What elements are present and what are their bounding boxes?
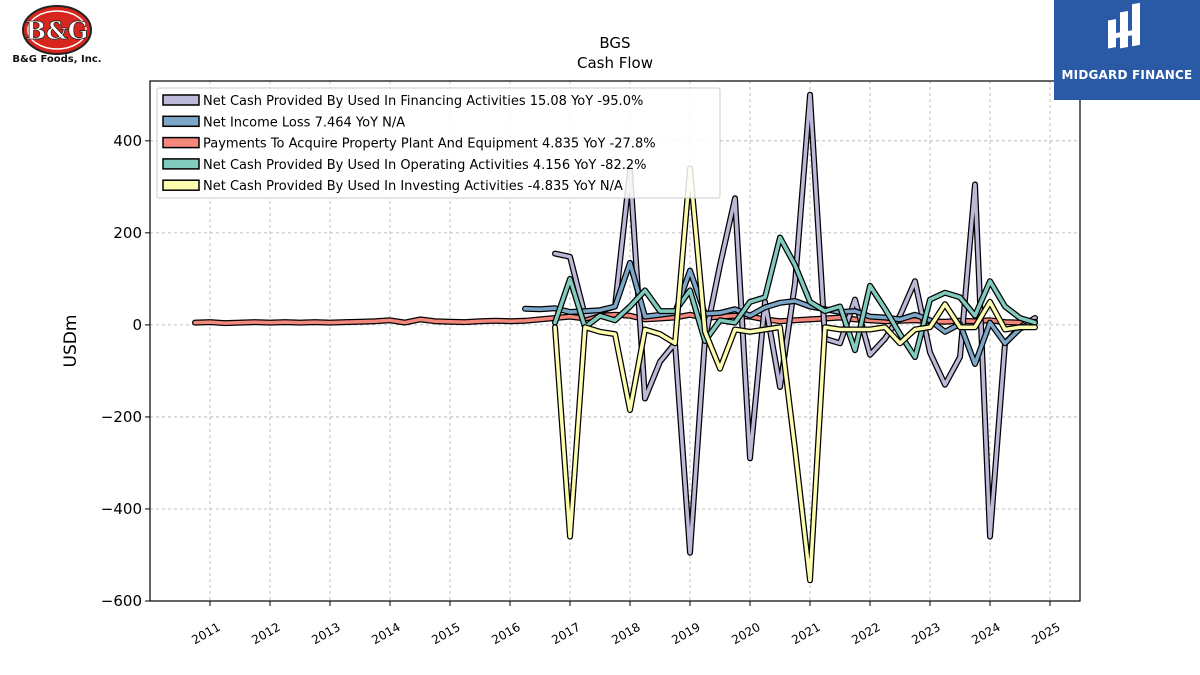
- chart-subtitle: Cash Flow: [577, 54, 653, 72]
- bg-foods-emblem-icon: B&G: [22, 5, 92, 55]
- x-tick-label: 2015: [429, 620, 462, 647]
- bg-foods-mark: B&G: [26, 16, 88, 45]
- series-outline: [552, 165, 1038, 584]
- x-tick-label: 2020: [729, 620, 762, 647]
- bg-foods-logo: B&G: [2, 4, 112, 70]
- chart-title: BGS: [599, 34, 630, 52]
- legend-swatch: [162, 115, 200, 128]
- y-tick-label: 400: [113, 132, 142, 150]
- legend-box: [156, 87, 721, 199]
- midgard-caption: MIDGARD FINANCE: [1061, 68, 1193, 82]
- y-tick-label: −400: [101, 500, 142, 518]
- midgard-finance-logo: MIDGARD FINANCE: [1054, 0, 1200, 100]
- legend-swatch: [162, 158, 200, 170]
- legend-entry: Net Income Loss 7.464 YoY N/A: [203, 115, 405, 130]
- x-tick-label: 2011: [189, 620, 222, 647]
- series-stroke: [523, 261, 1037, 366]
- y-tick-label: −200: [101, 408, 142, 426]
- midgard-emblem-icon: [1108, 2, 1140, 49]
- series-0-line: [552, 91, 1038, 556]
- x-tick-label: 2025: [1029, 620, 1062, 647]
- x-tick-label: 2014: [369, 620, 402, 647]
- legend: Net Cash Provided By Used In Financing A…: [156, 87, 721, 199]
- legend-swatch: [162, 179, 200, 191]
- plot-area: [192, 91, 1038, 584]
- series-stroke: [553, 235, 1037, 359]
- x-tick-label: 2012: [249, 620, 282, 647]
- y-tick-label: 200: [113, 224, 142, 242]
- x-tick-label: 2021: [789, 620, 822, 647]
- legend-entry: Payments To Acquire Property Plant And E…: [203, 137, 656, 152]
- y-tick-label: −600: [101, 592, 142, 610]
- y-axis: −600 −400 −200 0 200 400: [101, 132, 150, 610]
- x-tick-label: 2019: [669, 620, 702, 647]
- x-axis: 2011 2012 2013 2014 2015 2016 2017 2018 2019 2020…: [189, 601, 1063, 647]
- legend-entry: Net Cash Provided By Used In Financing A…: [203, 94, 643, 109]
- x-tick-label: 2022: [849, 620, 882, 647]
- series-stroke: [553, 93, 1037, 555]
- y-tick-label: 0: [132, 316, 142, 334]
- plot-frame: [149, 80, 1081, 602]
- x-tick-label: 2017: [549, 620, 582, 647]
- x-tick-label: 2024: [969, 620, 1002, 647]
- series-4-line: [552, 165, 1038, 584]
- x-tick-label: 2013: [309, 620, 342, 647]
- bg-foods-caption: B&G Foods, Inc.: [12, 54, 102, 65]
- x-tick-label: 2016: [489, 620, 522, 647]
- x-tick-label: 2023: [909, 620, 942, 647]
- legend-swatch: [162, 136, 200, 149]
- legend-swatch: [162, 94, 200, 106]
- series-3-line: [552, 234, 1038, 361]
- legend-entry: Net Cash Provided By Used In Operating A…: [203, 158, 646, 173]
- series-stroke: [553, 166, 1037, 583]
- series-1-line: [522, 259, 1038, 367]
- legend-entry: Net Cash Provided By Used In Investing A…: [203, 179, 623, 194]
- y-axis-label: USDm: [61, 315, 81, 368]
- x-tick-label: 2018: [609, 620, 642, 647]
